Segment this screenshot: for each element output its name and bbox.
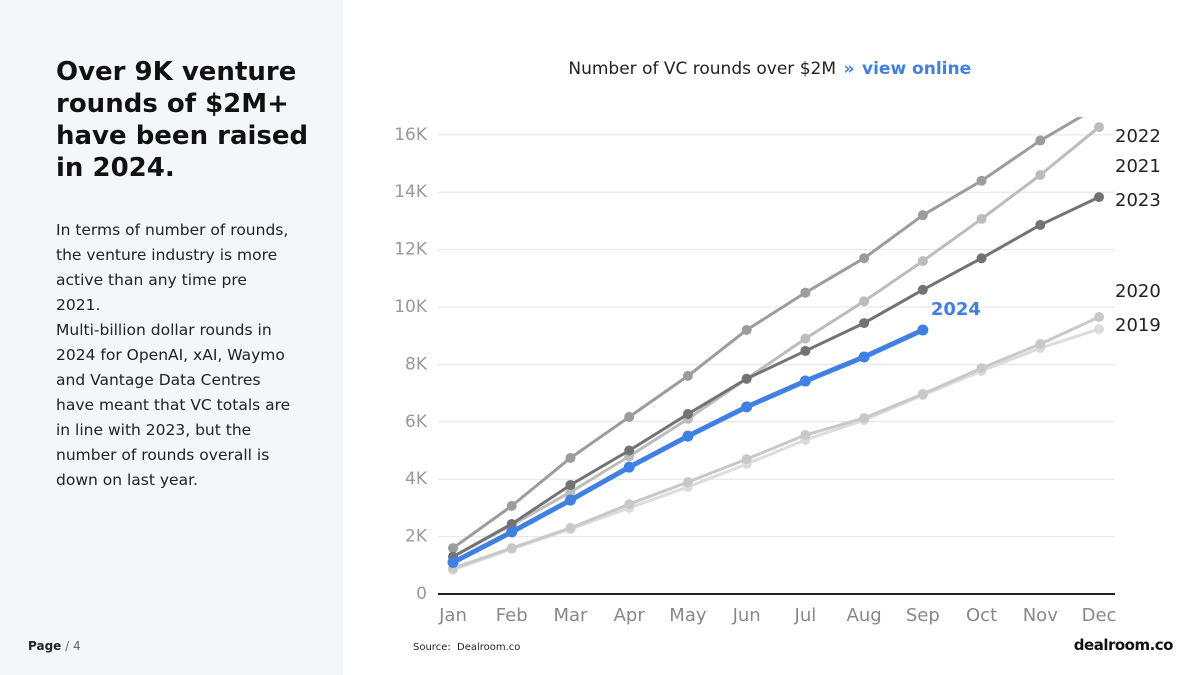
x-tick-label: Aug	[847, 605, 882, 626]
series-line	[452, 195, 1100, 559]
data-point	[682, 477, 693, 488]
data-point	[565, 452, 576, 463]
data-point	[682, 430, 694, 442]
data-point	[917, 388, 928, 399]
page-label: Page	[28, 639, 62, 653]
data-point	[1094, 101, 1104, 111]
series-label: 2023	[1115, 190, 1161, 211]
y-tick-label: 14K	[394, 182, 428, 202]
data-point	[1035, 339, 1046, 350]
data-point	[800, 430, 811, 441]
data-point	[1035, 219, 1046, 230]
data-point	[800, 287, 811, 298]
data-point	[859, 296, 870, 307]
data-point	[976, 175, 987, 186]
data-point	[800, 333, 811, 344]
chart-title: Number of VC rounds over $2M	[568, 59, 836, 79]
data-point	[623, 461, 635, 473]
data-point	[1035, 135, 1046, 146]
data-point	[506, 500, 517, 511]
x-tick-label: Mar	[553, 605, 588, 626]
data-point	[506, 518, 517, 529]
data-point	[741, 454, 752, 465]
source: Dealroom.co	[457, 642, 520, 653]
data-point	[682, 370, 693, 381]
x-tick-label: Nov	[1023, 605, 1058, 626]
data-point	[564, 494, 576, 506]
y-tick-label: 2K	[405, 527, 428, 547]
data-point	[506, 543, 517, 554]
data-point	[917, 256, 928, 267]
series-label: 2021	[1115, 156, 1161, 177]
x-tick-label: Oct	[966, 605, 997, 626]
data-point	[859, 413, 870, 424]
x-tick-label: Jan	[438, 605, 467, 626]
x-tick-label: Sep	[906, 605, 940, 626]
x-tick-label: Jul	[794, 605, 817, 626]
source-label: Source:	[413, 642, 451, 653]
data-point	[565, 522, 576, 533]
data-point	[1094, 192, 1105, 203]
data-point	[741, 401, 753, 413]
data-point	[976, 363, 987, 374]
series-line	[452, 315, 1100, 570]
data-point	[1094, 324, 1105, 335]
data-point	[976, 213, 987, 224]
x-tick-label: Apr	[614, 605, 646, 626]
data-point	[741, 373, 752, 384]
paragraph: In terms of number of rounds, the ventur…	[56, 221, 289, 314]
data-point	[976, 253, 987, 264]
series-label: 2020	[1115, 281, 1161, 302]
headline: Over 9K venture rounds of $2M+ have been…	[56, 57, 309, 183]
y-tick-label: 16K	[394, 125, 428, 145]
data-point	[624, 445, 635, 456]
data-point	[1094, 312, 1105, 323]
data-point	[741, 324, 752, 335]
plot-area	[447, 101, 1105, 575]
data-point	[1035, 169, 1046, 180]
logo: dealroom.co	[1073, 636, 1174, 654]
side-panel	[0, 0, 343, 675]
chart: Number of VC rounds over $2M » view onli…	[394, 59, 1161, 653]
data-point	[447, 556, 459, 568]
series-label: 2019	[1115, 315, 1161, 336]
x-tick-label: Dec	[1082, 605, 1117, 626]
data-point	[565, 479, 576, 490]
series-line	[452, 125, 1100, 559]
data-point	[859, 253, 870, 264]
series-line	[452, 117, 1084, 550]
x-tick-label: Feb	[496, 605, 528, 626]
data-point	[682, 409, 693, 420]
y-tick-label: 8K	[405, 354, 428, 374]
data-point	[917, 210, 928, 221]
paragraph: Multi-billion dollar rounds in 2024 for …	[56, 321, 291, 489]
page-count: / 4	[65, 639, 81, 653]
data-point	[859, 318, 870, 329]
data-point	[799, 375, 811, 387]
series-label: 2022	[1115, 126, 1161, 147]
data-point	[624, 411, 635, 422]
grid: 0 2K 4K 6K 8K 10K 12K 14K 16K Jan Feb Mar Apr May Jun J…	[394, 125, 1116, 626]
x-tick-label: May	[669, 605, 707, 626]
y-tick-label: 6K	[405, 412, 428, 432]
data-point	[506, 526, 518, 538]
y-tick-label: 4K	[405, 469, 428, 489]
x-tick-label: Jun	[732, 605, 761, 626]
data-point	[448, 543, 458, 554]
title-separator: »	[844, 59, 855, 79]
y-tick-label: 0	[416, 584, 427, 604]
data-point	[1094, 122, 1105, 133]
data-point	[917, 324, 929, 336]
series-label: 2024	[931, 299, 981, 320]
data-point	[917, 284, 928, 295]
data-point	[565, 487, 576, 498]
data-point	[858, 351, 870, 363]
page-number: Page / 4	[28, 639, 81, 653]
data-point	[624, 499, 635, 510]
y-tick-label: 12K	[394, 240, 428, 260]
view-online-link[interactable]: view online	[862, 59, 971, 79]
y-tick-label: 10K	[394, 297, 428, 317]
data-point	[800, 345, 811, 356]
